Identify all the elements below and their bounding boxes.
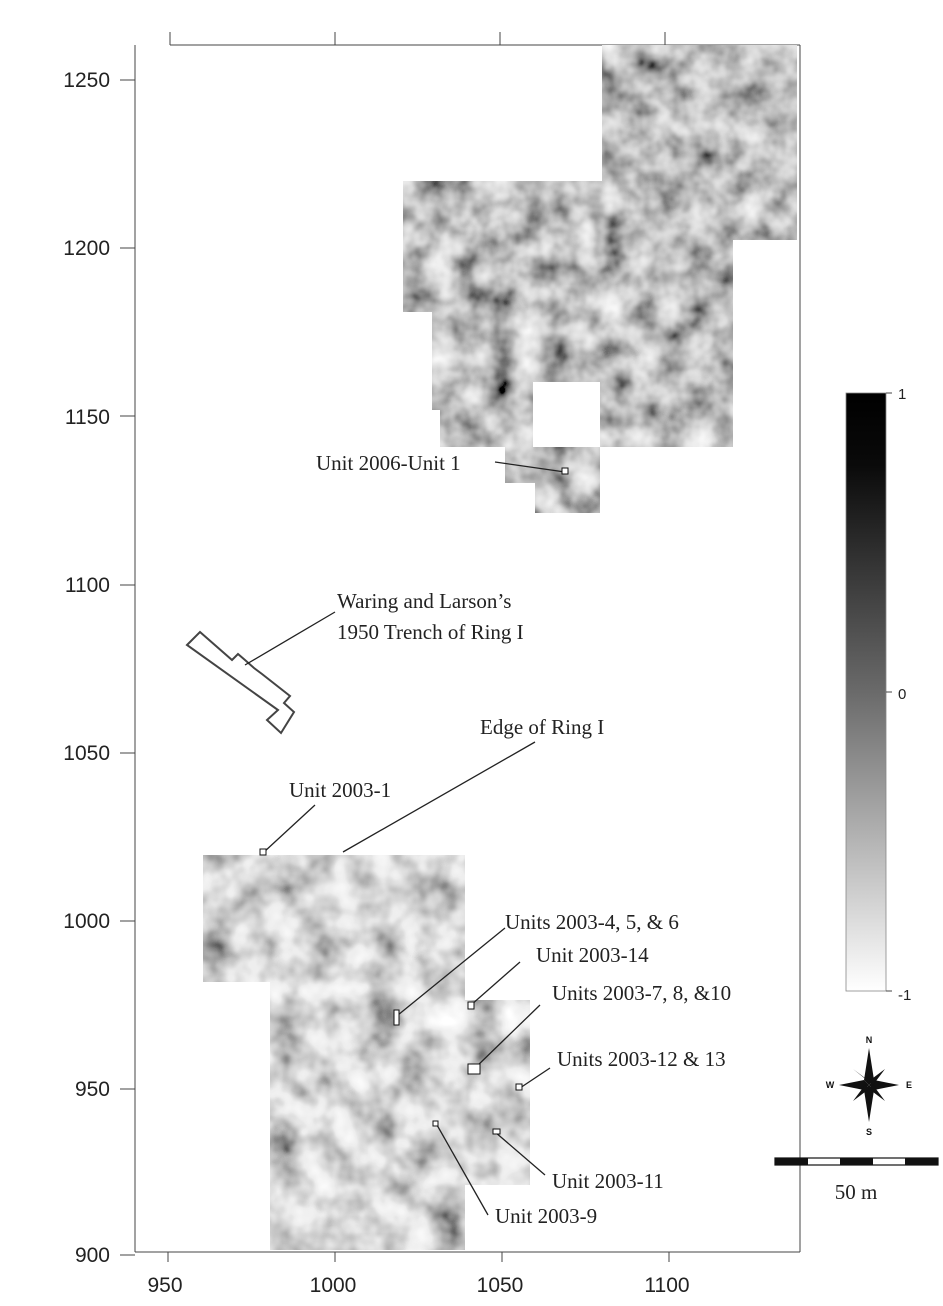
y-tick-label: 1250 [63,69,110,92]
colorbar: 1 0 -1 [845,386,911,1004]
x-tick-label: 1000 [310,1274,357,1297]
compass-e: E [906,1080,912,1090]
y-tick-label: 1050 [63,742,110,765]
label-unit-2003-1: Unit 2003-1 [289,778,391,802]
x-tick-label: 1050 [477,1274,524,1297]
scale-bar: 50 m [774,1157,939,1204]
label-edge-ring: Edge of Ring I [480,715,604,739]
unit-markers [259,467,569,1135]
annotations: Unit 2006-Unit 1 Waring and Larson’s 195… [289,451,731,1228]
compass-s: S [866,1127,872,1137]
label-units-12-13: Units 2003-12 & 13 [557,1047,726,1071]
y-tick-label: 1200 [63,237,110,260]
leader-lines [244,461,566,1216]
label-unit-2006-1: Unit 2006-Unit 1 [316,451,461,475]
map-frame [134,32,801,1253]
colorbar-mid-label: 0 [898,686,906,703]
y-tick-label: 1100 [65,574,110,597]
x-axis: 950 1000 1050 1100 [147,1274,689,1297]
compass-n: N [866,1035,873,1045]
colorbar-min-label: -1 [898,987,911,1004]
compass-w: W [826,1080,835,1090]
label-unit-9: Unit 2003-9 [495,1204,597,1228]
label-trench-line1: Waring and Larson’s [337,589,511,613]
label-unit-14: Unit 2003-14 [536,943,649,967]
x-tick-label: 1100 [644,1274,689,1297]
y-axis: 1250 1200 1150 1100 1050 1000 950 900 [63,69,110,1267]
colorbar-max-label: 1 [898,386,906,403]
y-tick-label: 1150 [65,406,110,429]
south-survey-grid [203,855,530,1250]
label-units-4-5-6: Units 2003-4, 5, & 6 [505,910,679,934]
label-unit-11: Unit 2003-11 [552,1169,664,1193]
compass-rose-icon: N S W E [826,1035,912,1137]
trench-outline [185,630,296,735]
label-units-7-8-10: Units 2003-7, 8, &10 [552,981,731,1005]
y-tick-label: 1000 [63,910,110,933]
colorbar-gradient [845,392,887,992]
north-survey-grid [403,45,797,513]
scale-bar-label: 50 m [835,1180,878,1204]
y-tick-label: 950 [75,1078,110,1101]
x-tick-label: 950 [147,1274,182,1297]
y-tick-label: 900 [75,1244,110,1267]
label-trench-line2: 1950 Trench of Ring I [337,620,524,644]
